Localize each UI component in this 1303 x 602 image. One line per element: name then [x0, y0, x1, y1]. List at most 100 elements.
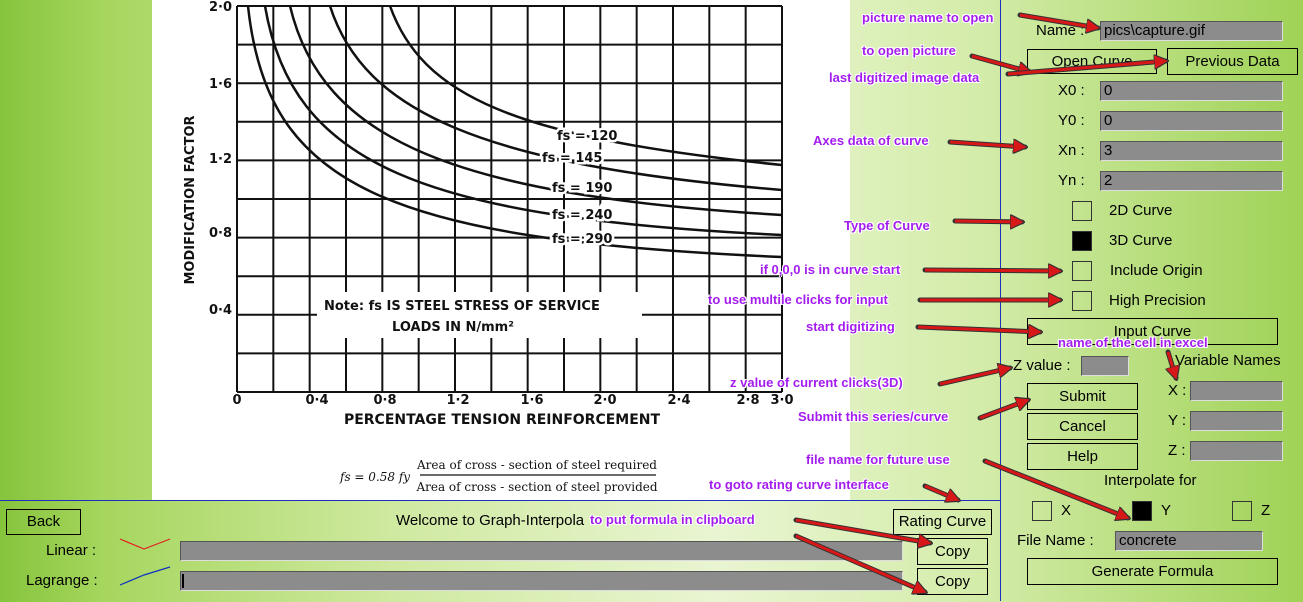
curve-label: fs = 190: [552, 181, 612, 196]
text-field[interactable]: 2: [1100, 171, 1283, 191]
button[interactable]: Submit: [1027, 383, 1138, 410]
checkbox-label: Y: [1161, 502, 1172, 519]
label: X0 :: [1058, 82, 1085, 99]
curve-label: fs = 290: [552, 232, 612, 247]
x-tick-label: 3·0: [770, 393, 793, 408]
curve-label: fs = 240: [552, 208, 612, 223]
text-field[interactable]: [1190, 381, 1283, 401]
checkbox[interactable]: [1072, 291, 1092, 311]
checkbox-label: High Precision: [1109, 292, 1206, 309]
text-field[interactable]: [1190, 441, 1283, 461]
arrow: [954, 221, 1022, 222]
arrow-outline: [977, 397, 1031, 421]
annotation: name of the cell in excel: [1058, 335, 1208, 350]
checkbox-label: Include Origin: [1110, 262, 1203, 279]
arrow: [917, 327, 1040, 332]
lagrange-icon: [119, 566, 171, 586]
formula: Area of cross - section of steel provide…: [415, 480, 657, 494]
checkbox[interactable]: [1032, 501, 1052, 521]
y-tick-label: 1·6: [209, 77, 232, 92]
y-tick-label: 2·0: [209, 0, 232, 15]
x-tick-label: 1·2: [446, 393, 469, 408]
label: X :: [1168, 382, 1187, 399]
label: Linear :: [46, 542, 97, 559]
divider: [1000, 0, 1001, 601]
y-tick-label: 0·4: [209, 303, 232, 318]
label: Y0 :: [1058, 112, 1085, 129]
x-tick-label: 0: [232, 393, 241, 408]
text-field[interactable]: concrete: [1115, 531, 1263, 551]
arrow-outline: [947, 139, 1028, 150]
annotation: Submit this series/curve: [798, 409, 949, 424]
button[interactable]: Back: [6, 509, 81, 535]
button[interactable]: Copy: [917, 568, 988, 595]
button[interactable]: Rating Curve: [893, 509, 992, 535]
picture-curves: [246, 5, 783, 259]
label: Variable Names: [1175, 352, 1281, 369]
y-tick-label: 1·2: [209, 152, 232, 167]
annotation: Axes data of curve: [813, 133, 929, 148]
annotation: to use multile clicks for input: [708, 292, 888, 307]
text-field[interactable]: [180, 571, 903, 591]
text-field[interactable]: 0: [1100, 81, 1283, 101]
arrow: [979, 400, 1028, 420]
legend-icons: [119, 538, 171, 586]
text-field[interactable]: [1190, 411, 1283, 431]
label: Yn :: [1058, 172, 1085, 189]
annotation: to put formula in clipboard: [590, 512, 755, 527]
text-field[interactable]: 3: [1100, 141, 1283, 161]
annotation: file name for future use: [806, 452, 950, 467]
checkbox[interactable]: [1132, 501, 1152, 521]
button[interactable]: Previous Data: [1167, 48, 1298, 75]
note: Note: fs IS STEEL STRESS OF SERVICE: [324, 299, 600, 314]
arrow-outline: [969, 53, 1033, 75]
curve: [263, 5, 783, 237]
arrow-outline: [915, 324, 1043, 335]
status-text: Welcome to Graph-Interpola: [396, 512, 585, 529]
checkbox[interactable]: [1072, 261, 1092, 281]
label: File Name :: [1017, 532, 1094, 549]
x-axis-label: PERCENTAGE TENSION REINFORCEMENT: [344, 412, 661, 428]
divider: [0, 500, 1001, 501]
text-field[interactable]: 0: [1100, 111, 1283, 131]
checkbox[interactable]: [1072, 231, 1092, 251]
annotation: last digitized image data: [829, 70, 980, 85]
annotation: start digitizing: [806, 319, 895, 334]
label: Xn :: [1058, 142, 1085, 159]
annotation: z value of current clicks(3D): [730, 375, 903, 390]
checkbox-label: 2D Curve: [1109, 202, 1173, 219]
curve-label: fs = 145: [542, 151, 602, 166]
text-field[interactable]: [180, 541, 903, 561]
button[interactable]: Cancel: [1027, 413, 1138, 440]
annotation: to goto rating curve interface: [709, 477, 889, 492]
x-tick-label: 2·0: [593, 393, 616, 408]
linear-icon: [119, 538, 171, 550]
button[interactable]: Generate Formula: [1027, 558, 1278, 585]
label: Z value :: [1013, 357, 1071, 374]
arrow: [924, 484, 958, 500]
formula: fs = 0.58 fy: [339, 470, 410, 484]
label: Z :: [1168, 442, 1186, 459]
curve: [288, 5, 783, 217]
checkbox[interactable]: [1072, 201, 1092, 221]
label: Y :: [1168, 412, 1187, 429]
text-field[interactable]: pics\capture.gif: [1100, 21, 1283, 41]
checkbox-label: X: [1061, 502, 1072, 519]
button[interactable]: Help: [1027, 443, 1138, 470]
text-field[interactable]: [1081, 356, 1129, 376]
checkbox[interactable]: [1232, 501, 1252, 521]
curve-picture: fs = 120 fs = 145 fs = 190 fs = 240 fs =…: [152, 0, 850, 500]
button[interactable]: Open Curve: [1027, 49, 1157, 74]
y-axis-label: MODIFICATION FACTOR: [183, 115, 198, 284]
arrow: [971, 54, 1030, 72]
y-tick-label: 0·8: [209, 226, 232, 241]
annotation: Type of Curve: [844, 218, 930, 233]
label: Name :: [1036, 22, 1085, 39]
label: Interpolate for: [1104, 472, 1197, 489]
arrow: [924, 270, 1060, 271]
x-tick-label: 0·4: [305, 393, 328, 408]
formula: Area of cross - section of steel require…: [416, 458, 657, 472]
button[interactable]: Copy: [917, 538, 988, 565]
annotation: picture name to open: [862, 10, 994, 25]
checkbox-label: Z: [1261, 502, 1271, 519]
